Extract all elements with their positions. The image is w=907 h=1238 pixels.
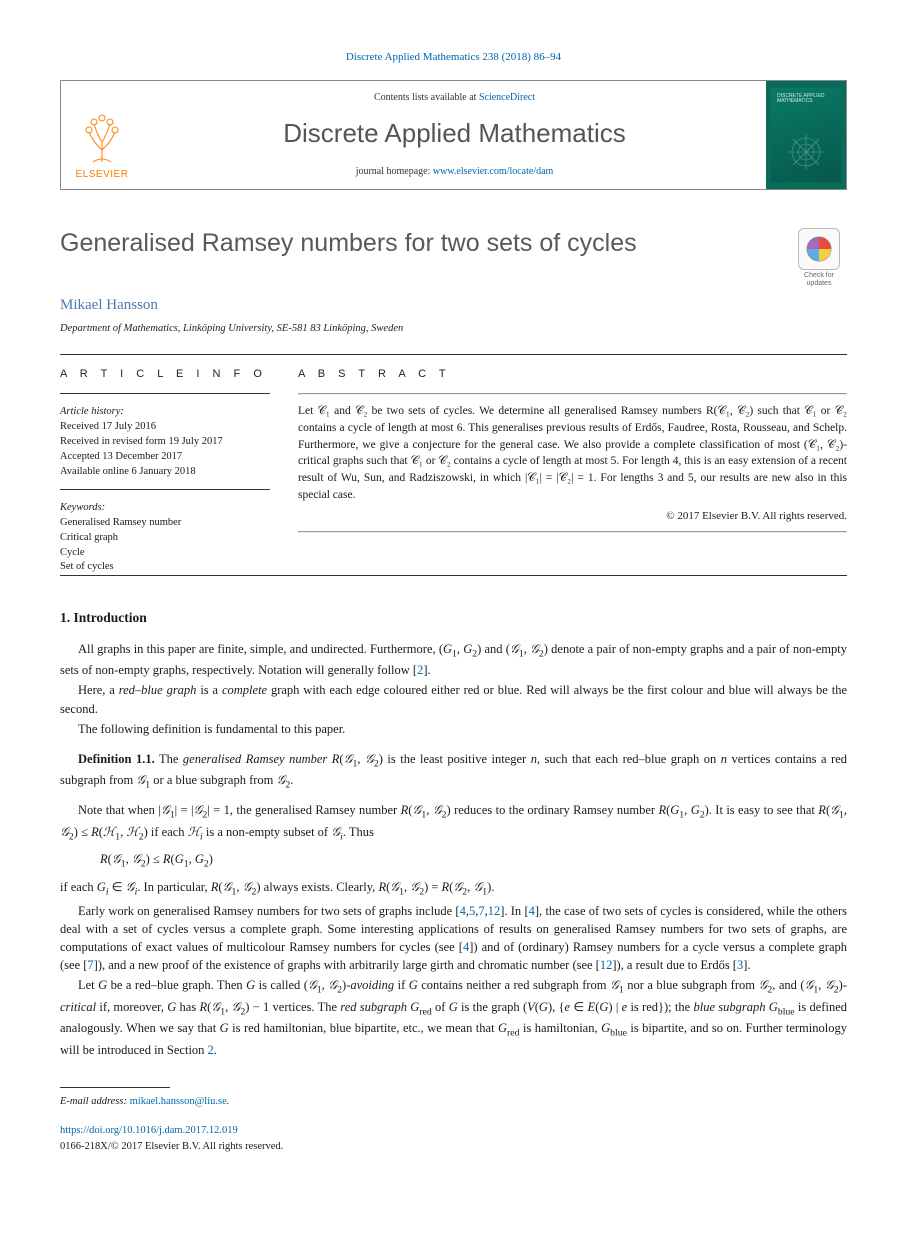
publisher-name: ELSEVIER xyxy=(76,168,129,183)
email-line: E-mail address: mikael.hansson@liu.se. xyxy=(60,1094,847,1109)
keyword: Critical graph xyxy=(60,531,270,546)
ref-link[interactable]: 4 xyxy=(460,904,466,918)
paragraph: Early work on generalised Ramsey numbers… xyxy=(60,902,847,975)
history-online: Available online 6 January 2018 xyxy=(60,465,270,480)
journal-homepage: journal homepage: www.elsevier.com/locat… xyxy=(356,165,554,180)
ref-link[interactable]: 5 xyxy=(469,904,475,918)
section-heading: 1. Introduction xyxy=(60,608,847,628)
journal-header: ELSEVIER Contents lists available at Sci… xyxy=(60,80,847,190)
article-info-column: A R T I C L E I N F O Article history: R… xyxy=(60,355,270,575)
history-revised: Received in revised form 19 July 2017 xyxy=(60,435,270,450)
author-affiliation: Department of Mathematics, Linköping Uni… xyxy=(60,321,847,336)
paragraph: Note that when |𝒢1| = |𝒢2| = 1, the gene… xyxy=(60,801,847,844)
citation-line: Discrete Applied Mathematics 238 (2018) … xyxy=(60,50,847,66)
email-link[interactable]: mikael.hansson@liu.se xyxy=(130,1096,227,1107)
ref-link[interactable]: 7 xyxy=(478,904,484,918)
author-name[interactable]: Mikael Hansson xyxy=(60,295,847,317)
sciencedirect-link[interactable]: ScienceDirect xyxy=(479,92,535,103)
history-accepted: Accepted 13 December 2017 xyxy=(60,450,270,465)
abstract-column: A B S T R A C T Let 𝒞₁ and 𝒞₂ be two set… xyxy=(298,355,847,575)
ref-link[interactable]: 4 xyxy=(463,940,469,954)
paragraph: Let G be a red–blue graph. Then G is cal… xyxy=(60,976,847,1059)
keyword: Generalised Ramsey number xyxy=(60,516,270,531)
abstract-text: Let 𝒞₁ and 𝒞₂ be two sets of cycles. We … xyxy=(298,403,847,503)
article-info-label: A R T I C L E I N F O xyxy=(60,367,270,383)
ref-link[interactable]: 3 xyxy=(737,958,743,972)
keyword: Set of cycles xyxy=(60,560,270,575)
ref-link[interactable]: 2 xyxy=(417,663,423,677)
ref-link[interactable]: 12 xyxy=(488,904,501,918)
doi-line: https://doi.org/10.1016/j.dam.2017.12.01… xyxy=(60,1123,847,1138)
paragraph: Here, a red–blue graph is a complete gra… xyxy=(60,681,847,717)
abstract-label: A B S T R A C T xyxy=(298,367,847,383)
footnote-divider xyxy=(60,1087,170,1088)
ref-link[interactable]: 7 xyxy=(87,958,93,972)
paragraph: if each Gi ∈ 𝒢i. In particular, R(𝒢1, 𝒢2… xyxy=(60,878,847,900)
elsevier-tree-icon xyxy=(79,112,125,164)
history-received: Received 17 July 2016 xyxy=(60,420,270,435)
copyright-line: 0166-218X/© 2017 Elsevier B.V. All right… xyxy=(60,1139,847,1154)
doi-link[interactable]: https://doi.org/10.1016/j.dam.2017.12.01… xyxy=(60,1125,238,1136)
keyword: Cycle xyxy=(60,546,270,561)
paragraph: The following definition is fundamental … xyxy=(60,720,847,738)
contents-available: Contents lists available at ScienceDirec… xyxy=(374,91,535,106)
check-updates-badge[interactable]: Check forupdates xyxy=(791,228,847,287)
paragraph: All graphs in this paper are finite, sim… xyxy=(60,640,847,680)
abstract-copyright: © 2017 Elsevier B.V. All rights reserved… xyxy=(298,509,847,525)
homepage-link[interactable]: www.elsevier.com/locate/dam xyxy=(433,166,553,177)
equation: R(𝒢1, 𝒢2) ≤ R(G1, G2) xyxy=(100,850,847,872)
ref-link[interactable]: 12 xyxy=(600,958,613,972)
article-title: Generalised Ramsey numbers for two sets … xyxy=(60,228,637,258)
citation-link[interactable]: Discrete Applied Mathematics 238 (2018) … xyxy=(346,51,561,63)
definition: Definition 1.1. The generalised Ramsey n… xyxy=(60,750,847,793)
section-link[interactable]: 2 xyxy=(208,1043,214,1057)
keywords-label: Keywords: xyxy=(60,500,270,515)
ref-link[interactable]: 4 xyxy=(529,904,535,918)
publisher-logo: ELSEVIER xyxy=(61,81,143,189)
history-label: Article history: xyxy=(60,404,270,419)
journal-name: Discrete Applied Mathematics xyxy=(283,115,625,153)
crossmark-icon xyxy=(805,235,833,263)
journal-cover: DISCRETE APPLIED MATHEMATICS xyxy=(766,81,846,189)
